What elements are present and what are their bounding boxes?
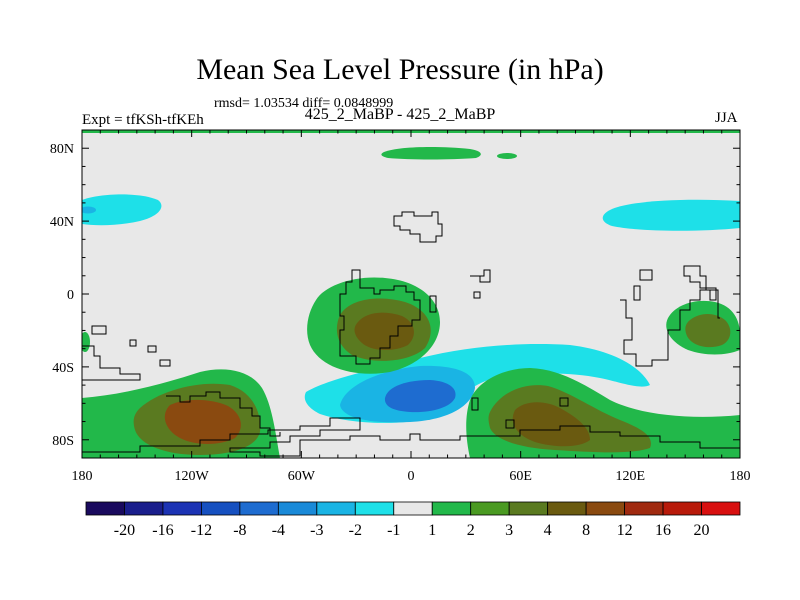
colorbar-label: 4 (544, 522, 552, 539)
colorbar-swatch (393, 501, 433, 516)
region-se-pacific-core (164, 399, 241, 444)
x-tick-label: 60W (288, 469, 316, 484)
colorbar-label: 16 (655, 522, 671, 539)
colorbar-swatch (316, 501, 356, 516)
y-axis: 80N 40N 0 40S 80S (50, 142, 740, 449)
x-tick-label: 0 (408, 469, 415, 484)
colorbar-label: -16 (152, 522, 173, 539)
coastline-indian-islands (471, 397, 569, 429)
coastline-australia (620, 265, 720, 367)
region-ne-pacific (602, 199, 740, 231)
region-southern-ocean-core (384, 380, 456, 413)
coastline-asia-islands (633, 269, 653, 301)
colorbar-label: 3 (505, 522, 513, 539)
colorbar-label: -1 (387, 522, 400, 539)
colorbar-swatch (508, 501, 549, 516)
season-label: JJA (715, 110, 738, 126)
x-tick-label: 180 (72, 469, 93, 484)
colorbar-swatch (662, 501, 702, 516)
y-tick-label: 0 (67, 288, 74, 303)
region-arctic-band (381, 147, 481, 160)
colorbar-swatch (124, 501, 164, 516)
y-tick-label: 40N (50, 215, 74, 230)
experiment-label: Expt = tfKSh-tfKEh (82, 112, 204, 128)
coastline-island-a (473, 291, 481, 299)
colorbar-swatch (470, 501, 510, 516)
y-tick-label: 80N (50, 142, 74, 157)
colorbar-label: 1 (428, 522, 436, 539)
region-west-edge (82, 332, 90, 352)
x-tick-label: 60E (509, 469, 532, 484)
coastline-central-block (393, 211, 443, 243)
colorbar-label: -8 (233, 522, 246, 539)
x-tick-label: 120W (175, 469, 210, 484)
coastline-south-america (159, 359, 281, 437)
coastline-madagascar (429, 295, 437, 313)
colorbar-swatch (239, 501, 279, 516)
region-sw-pacific-mid (685, 314, 731, 348)
region-nw-pacific (82, 194, 162, 226)
x-tick-label: 180 (730, 469, 751, 484)
colorbar-label: -4 (272, 522, 285, 539)
colorbar-swatch (162, 501, 202, 516)
colorbar-label: 8 (582, 522, 590, 539)
colorbar-label: -2 (349, 522, 362, 539)
region-nw-pacific-core (82, 206, 96, 214)
x-tick-label: 120E (616, 469, 646, 484)
region-south-atlantic-core (354, 312, 414, 351)
region-arctic-spot (497, 153, 517, 159)
y-tick-label: 40S (52, 361, 74, 376)
colorbar-swatch (85, 501, 125, 516)
colorbar-swatch (701, 501, 741, 516)
colorbar-label: 12 (617, 522, 633, 539)
case-label: 425_2_MaBP - 425_2_MaBP (304, 106, 496, 123)
coastline-sw-edge (82, 345, 141, 381)
coastline-islands-west (91, 325, 157, 353)
coastline-arabia (470, 269, 491, 283)
colorbar-swatch (624, 501, 664, 516)
coastline-antarctica (82, 417, 740, 457)
coastline-africa (339, 269, 421, 365)
stats-line: rmsd= 1.03534 diff= 0.0848999 (214, 96, 394, 111)
colorbar-swatch (201, 501, 241, 516)
colorbar-label: -20 (114, 522, 135, 539)
colorbar-swatch (277, 501, 318, 516)
region-east-edge (734, 420, 740, 436)
colorbar-swatch (431, 501, 472, 516)
colorbar-label: -3 (310, 522, 323, 539)
colorbar-label: 20 (694, 522, 710, 539)
region-indian-ocean-core (512, 402, 590, 447)
colorbar-label: -12 (191, 522, 212, 539)
colorbar-swatch (354, 501, 395, 516)
y-tick-label: 80S (52, 434, 74, 449)
x-axis: 180 120W 60W 0 60E 120E 180 (72, 130, 751, 484)
colorbar: -20 -16 -12 -8 -4 -3 -2 -1 1 2 3 4 8 12 16 20 (85, 501, 741, 539)
chart-title: Mean Sea Level Pressure (in hPa) (196, 53, 604, 86)
colorbar-swatch (585, 501, 625, 516)
coastlines (82, 211, 740, 457)
colorbar-swatch (547, 501, 587, 516)
colorbar-label: 2 (467, 522, 475, 539)
